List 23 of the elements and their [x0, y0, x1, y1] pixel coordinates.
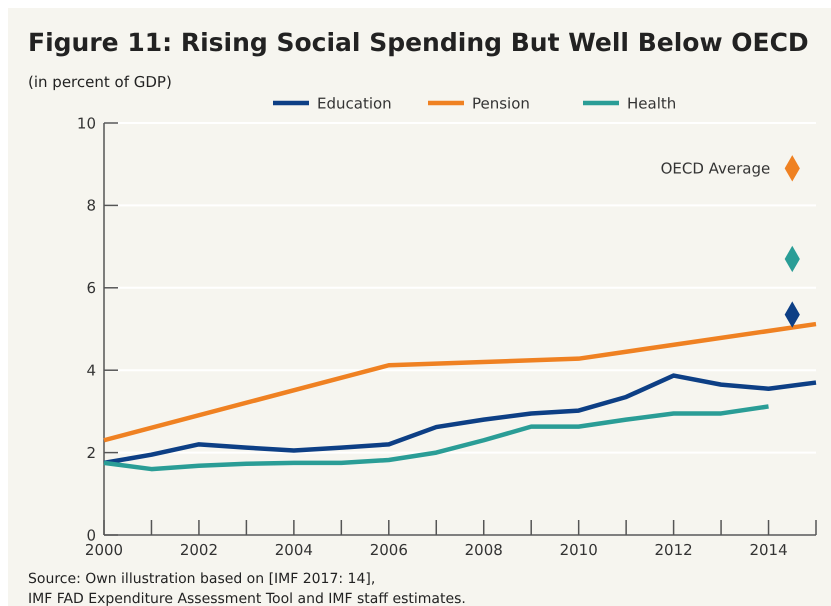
y-tick-label: 10	[76, 114, 96, 132]
line-series	[102, 404, 771, 472]
x-tick-label: 2006	[370, 541, 408, 559]
source-note: Source: Own illustration based on [IMF 2017: 14],	[28, 571, 376, 587]
text: IMF FAD Expenditure Assessment Tool and IMF staff estimates.	[28, 591, 466, 606]
legend-label: Health	[627, 94, 676, 112]
x-tick-label: 2002	[180, 541, 218, 559]
x-tick-label: 2014	[749, 541, 788, 559]
legend-label: Pension	[472, 94, 530, 112]
y-tick-label: 4	[86, 361, 96, 380]
legend-label: Education	[317, 94, 392, 112]
line-series	[102, 373, 818, 466]
y-tick-label: 8	[86, 196, 96, 215]
x-tick-label: 2012	[654, 541, 693, 559]
y-tick-label: 2	[86, 444, 96, 462]
annotation: OECD Average	[660, 160, 770, 178]
x-tick-label: 2010	[560, 541, 598, 559]
chart-subtitle: (in percent of GDP)	[28, 73, 172, 91]
chart-title: Figure 11: Rising Social Spending But Well Below OECD	[28, 28, 809, 57]
x-tick-label: 2008	[464, 541, 503, 559]
x-tick-label: 2004	[274, 541, 313, 559]
y-tick-label: 6	[86, 279, 96, 298]
line-series	[102, 322, 818, 442]
